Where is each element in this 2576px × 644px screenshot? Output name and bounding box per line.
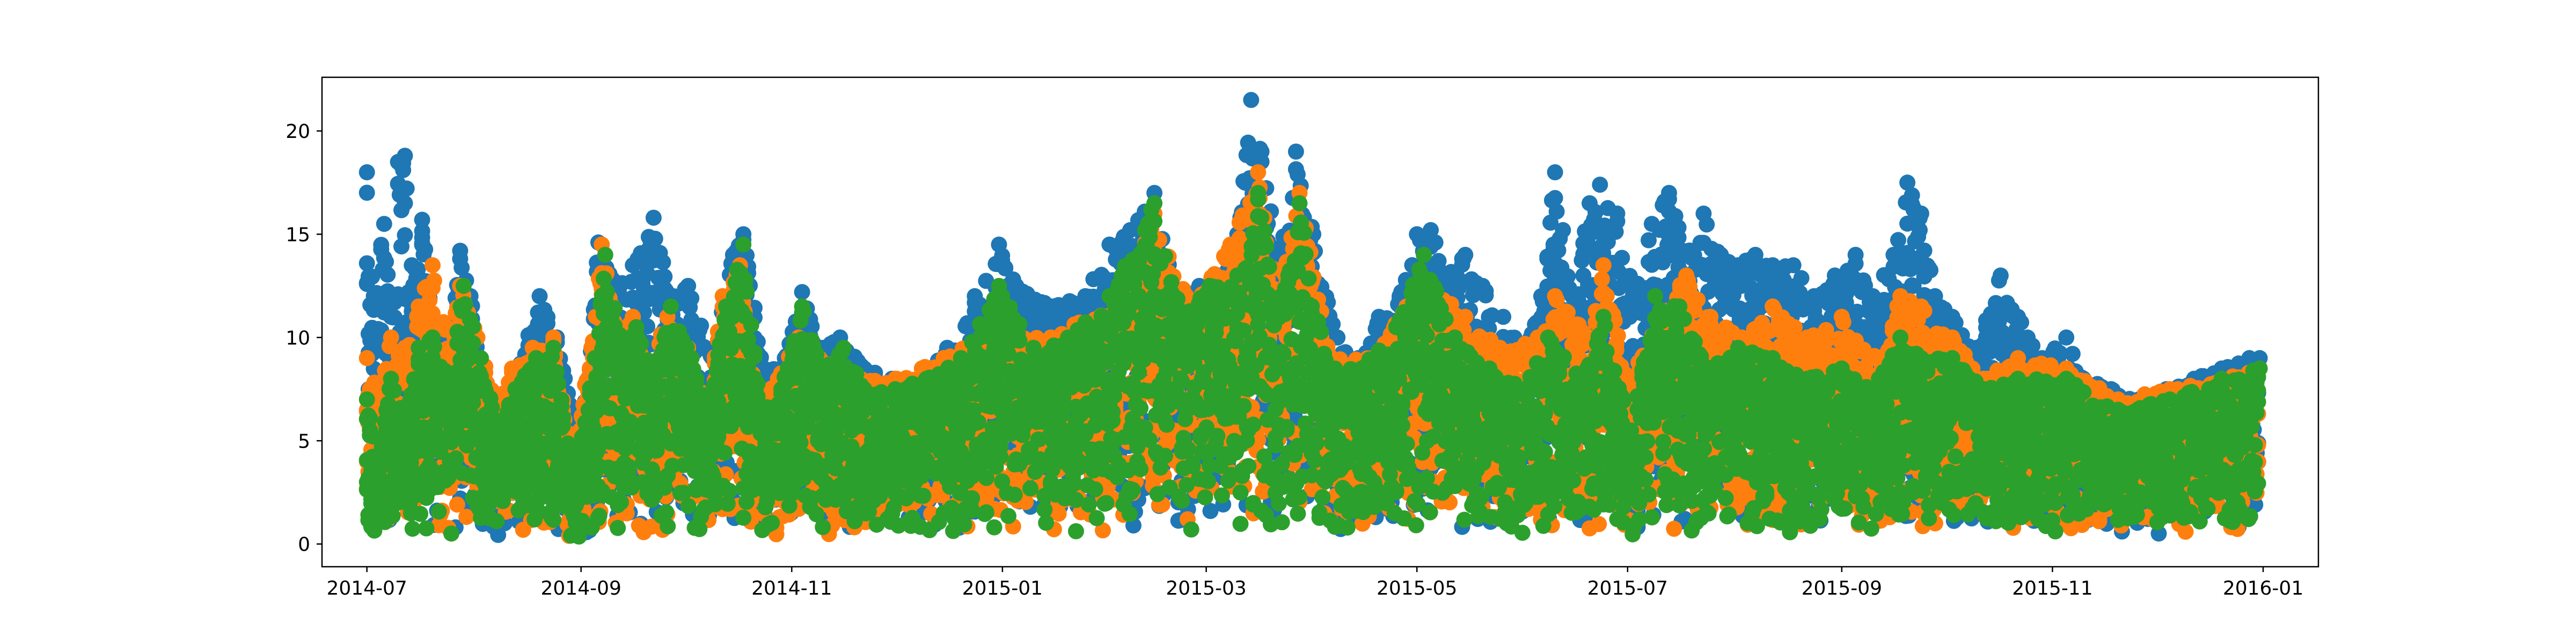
data-point [1547,164,1563,180]
data-point [397,195,413,211]
data-point [1287,143,1304,160]
data-point [647,230,663,247]
data-point [1477,283,1494,299]
data-point [373,237,390,253]
data-point [1457,246,1474,263]
data-point [378,253,394,270]
data-point [1495,309,1512,325]
data-point [1916,242,1933,259]
data-point [1793,270,1810,287]
data-point [1548,203,1565,220]
data-point [358,350,375,367]
data-point [531,288,548,304]
data-point [1847,255,1864,272]
data-point [655,254,671,270]
data-point [386,309,403,326]
data-point [2058,329,2075,346]
data-point [1922,262,1938,279]
data-point [1555,222,1571,238]
data-point [1547,190,1563,206]
data-point [397,227,413,244]
data-point [1912,222,1928,238]
data-point [376,216,392,232]
data-point [645,209,662,226]
data-point [1699,216,1715,233]
data-point [414,211,430,228]
series-layer [358,92,2268,545]
data-point [693,317,709,334]
data-point [2064,346,2081,362]
data-point [1609,213,1626,230]
data-point [683,290,700,306]
data-point [1427,234,1444,251]
data-point [358,255,375,272]
data-point [1992,267,2009,284]
data-point [1913,206,1929,222]
data-point [794,284,810,301]
data-point [1592,177,1608,193]
data-point [1243,92,1260,108]
data-point [358,185,375,201]
data-point [417,241,434,258]
data-point [656,268,673,285]
data-point [2013,314,2030,331]
data-point [680,277,697,294]
data-point [383,329,399,346]
data-point [398,180,415,197]
data-point [1614,250,1630,266]
data-point [539,315,556,332]
data-point [397,148,413,164]
data-point [379,266,396,283]
data-point [453,259,470,276]
data-point [358,164,375,180]
